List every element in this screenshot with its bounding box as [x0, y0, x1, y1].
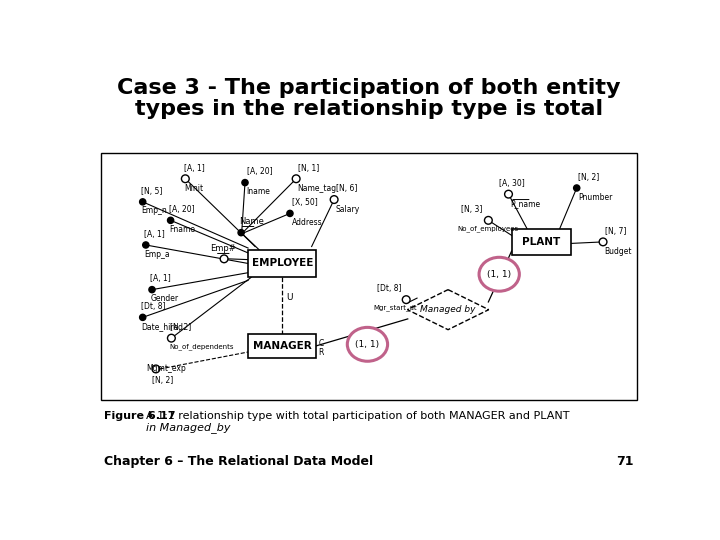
- Circle shape: [168, 217, 174, 224]
- Text: Name: Name: [240, 218, 264, 226]
- Text: U: U: [286, 293, 292, 302]
- Circle shape: [220, 255, 228, 262]
- Circle shape: [168, 334, 175, 342]
- Circle shape: [152, 365, 160, 373]
- Text: [Dt, 8]: [Dt, 8]: [141, 302, 166, 311]
- Text: Figure 6.17: Figure 6.17: [104, 411, 176, 421]
- Circle shape: [238, 230, 244, 236]
- Text: (1, 1): (1, 1): [356, 340, 379, 349]
- Circle shape: [287, 211, 293, 217]
- Text: C: C: [319, 339, 324, 348]
- Text: Emp#: Emp#: [210, 245, 235, 253]
- Text: [N, 7]: [N, 7]: [605, 227, 626, 236]
- Text: [N, 1]: [N, 1]: [297, 164, 319, 173]
- Text: (1, 1): (1, 1): [487, 270, 511, 279]
- Ellipse shape: [347, 327, 387, 361]
- Text: [N, 6]: [N, 6]: [336, 184, 357, 193]
- Text: Managed by: Managed by: [420, 305, 476, 314]
- Circle shape: [574, 185, 580, 191]
- Text: [A, 1]: [A, 1]: [184, 164, 204, 173]
- Text: Mgmt_exp: Mgmt_exp: [147, 363, 186, 373]
- Text: A 1:1 relationship type with total participation of both MANAGER and PLANT: A 1:1 relationship type with total parti…: [145, 411, 570, 421]
- Text: [N, 2]: [N, 2]: [578, 173, 600, 182]
- Bar: [101, 153, 637, 400]
- Text: EMPLOYEE: EMPLOYEE: [251, 259, 313, 268]
- Circle shape: [485, 217, 492, 224]
- Text: Budget: Budget: [605, 247, 632, 255]
- Text: [N, 2]: [N, 2]: [170, 323, 191, 332]
- Text: PLANT: PLANT: [522, 237, 560, 247]
- Text: [X, 50]: [X, 50]: [292, 198, 318, 207]
- Polygon shape: [408, 289, 489, 330]
- Text: No_of_employees: No_of_employees: [457, 225, 518, 232]
- Circle shape: [330, 195, 338, 204]
- Text: [N, 2]: [N, 2]: [152, 376, 174, 385]
- Text: [A, 30]: [A, 30]: [499, 179, 525, 188]
- Text: [A, 20]: [A, 20]: [246, 167, 272, 177]
- Circle shape: [292, 175, 300, 183]
- Text: [A, 1]: [A, 1]: [144, 230, 165, 239]
- Circle shape: [402, 296, 410, 303]
- Text: MANAGER: MANAGER: [253, 341, 312, 351]
- Text: 71: 71: [616, 455, 634, 468]
- Text: Case 3 - The participation of both entity: Case 3 - The participation of both entit…: [117, 78, 621, 98]
- Circle shape: [149, 287, 155, 293]
- Text: Minit: Minit: [184, 184, 203, 193]
- Ellipse shape: [479, 257, 519, 291]
- Circle shape: [140, 199, 145, 205]
- Circle shape: [599, 238, 607, 246]
- Bar: [512, 229, 570, 255]
- Text: [A, 1]: [A, 1]: [150, 274, 171, 284]
- Text: [N, 3]: [N, 3]: [462, 205, 482, 214]
- Bar: [248, 334, 316, 358]
- Text: Gender: Gender: [150, 294, 179, 303]
- Text: Chapter 6 – The Relational Data Model: Chapter 6 – The Relational Data Model: [104, 455, 373, 468]
- Text: Pnumber: Pnumber: [578, 193, 613, 201]
- Text: Address: Address: [292, 218, 322, 227]
- Text: [A, 20]: [A, 20]: [169, 205, 194, 214]
- Text: P_name: P_name: [510, 200, 540, 208]
- Text: Date_hired: Date_hired: [141, 322, 183, 331]
- Text: No_of_dependents: No_of_dependents: [170, 343, 234, 350]
- Text: in Managed_by: in Managed_by: [145, 422, 230, 433]
- Text: [Dt, 8]: [Dt, 8]: [377, 285, 401, 294]
- Bar: [248, 249, 316, 278]
- Text: Emp_a: Emp_a: [144, 249, 170, 259]
- Circle shape: [505, 190, 513, 198]
- Text: Name_tag: Name_tag: [297, 184, 337, 193]
- Circle shape: [143, 242, 149, 248]
- Text: Mgr_start_dt: Mgr_start_dt: [374, 304, 418, 311]
- Text: [N, 5]: [N, 5]: [141, 187, 163, 197]
- Text: Emp_n: Emp_n: [141, 206, 167, 215]
- Text: Fname: Fname: [169, 225, 195, 234]
- Circle shape: [242, 179, 248, 186]
- Text: Iname: Iname: [246, 187, 271, 196]
- Text: R: R: [319, 348, 324, 356]
- Text: Salary: Salary: [336, 205, 360, 214]
- Circle shape: [140, 314, 145, 320]
- Circle shape: [181, 175, 189, 183]
- Text: types in the relationship type is total: types in the relationship type is total: [135, 99, 603, 119]
